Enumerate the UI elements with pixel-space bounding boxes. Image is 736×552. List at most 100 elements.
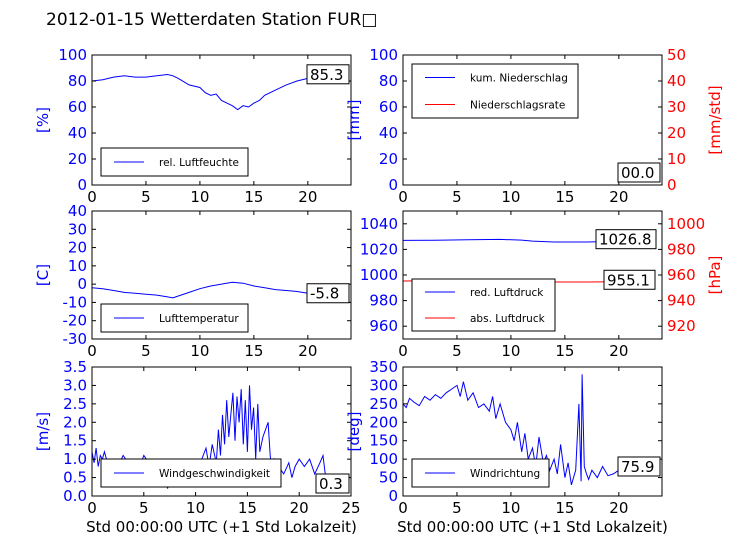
x-tick-label: 20 (609, 188, 628, 206)
x-tick-label: 0 (398, 499, 408, 517)
x-tick-label: 5 (452, 188, 462, 206)
x-tick-label: 15 (555, 188, 574, 206)
y2-tick-label: 1000 (667, 215, 705, 233)
x-tick-label: 10 (190, 342, 209, 360)
y-axis-label: [m/s] (34, 412, 52, 451)
current-value-label: 955.1 (607, 271, 650, 289)
plot-frame-2 (91, 210, 352, 340)
x-tick-label: 5 (452, 342, 462, 360)
x-tick-label: 10 (501, 342, 520, 360)
x-tick-label: 0 (398, 342, 408, 360)
y-tick-label: 1.0 (63, 450, 87, 468)
y-tick-label: 980 (369, 292, 398, 310)
y-tick-label: 60 (68, 98, 87, 116)
plot-frame-5 (402, 366, 663, 497)
x-tick-label: 15 (555, 499, 574, 517)
x-tick-label: 15 (238, 499, 257, 517)
legend-label: Windgeschwindigkeit (159, 468, 270, 480)
y-tick-label: 0 (388, 487, 398, 505)
y2-tick-label: 20 (667, 124, 686, 142)
y2-tick-label: 50 (667, 46, 686, 64)
y-tick-label: 40 (68, 124, 87, 142)
y2-tick-label: 10 (667, 150, 686, 168)
current-value-box (595, 229, 657, 250)
x-tick-label: 20 (609, 342, 628, 360)
current-value-box (306, 64, 350, 85)
y-tick-label: 20 (68, 239, 87, 257)
x-axis-label: Std 00:00:00 UTC (+1 Std Lokalzeit) (397, 518, 668, 536)
legend-label: abs. Luftdruck (470, 313, 546, 325)
current-value-label: 00.0 (621, 164, 654, 182)
x-tick-label: 20 (290, 499, 309, 517)
page-title: 2012-01-15 Wetterdaten Station FUR□ (46, 10, 378, 30)
current-value-label: 0.3 (319, 475, 343, 493)
y-tick-label: 1.5 (63, 432, 87, 450)
y-tick-label: -20 (63, 312, 88, 330)
y-tick-label: -10 (63, 293, 88, 311)
y2-axis-label: [hPa] (706, 256, 724, 295)
y-tick-label: 40 (379, 124, 398, 142)
x-tick-label: 5 (141, 188, 151, 206)
y-tick-label: 10 (68, 257, 87, 275)
legend-label: Lufttemperatur (159, 313, 239, 325)
current-value-label: -5.8 (310, 285, 339, 303)
y-axis-label: [deg] (345, 412, 363, 452)
x-tick-label: 10 (190, 188, 209, 206)
legend-label: Windrichtung (470, 468, 540, 480)
y-tick-label: 1020 (360, 240, 398, 258)
y-tick-label: 1040 (360, 215, 398, 233)
y-tick-label: 100 (369, 450, 398, 468)
y-tick-label: 3.5 (63, 358, 87, 376)
x-tick-label: 25 (341, 499, 360, 517)
y2-tick-label: 980 (667, 240, 696, 258)
legend-box-3 (411, 278, 556, 332)
x-tick-label: 15 (555, 342, 574, 360)
y2-tick-label: 960 (667, 266, 696, 284)
x-tick-label: 5 (452, 499, 462, 517)
y-tick-label: 250 (369, 395, 398, 413)
current-value-label: 1026.8 (599, 231, 652, 249)
y-tick-label: 60 (379, 98, 398, 116)
x-tick-label: 5 (141, 342, 151, 360)
y2-tick-label: 30 (667, 98, 686, 116)
y-tick-label: 0 (388, 176, 398, 194)
x-tick-label: 0 (87, 188, 97, 206)
series-line-2-0 (91, 281, 341, 299)
x-tick-label: 20 (298, 188, 317, 206)
y-tick-label: 200 (369, 413, 398, 431)
current-value-label: 85.3 (310, 66, 343, 84)
y-tick-label: 0.5 (63, 469, 87, 487)
y-axis-label: [%] (34, 107, 52, 133)
y-tick-label: 150 (369, 432, 398, 450)
y-tick-label: 2.0 (63, 413, 87, 431)
y-tick-label: 300 (369, 376, 398, 394)
x-axis-label: Std 00:00:00 UTC (+1 Std Lokalzeit) (86, 518, 357, 536)
x-tick-label: 10 (186, 499, 205, 517)
y-tick-label: 0 (77, 275, 87, 293)
y-tick-label: 350 (369, 358, 398, 376)
x-tick-label: 20 (609, 499, 628, 517)
y-tick-label: 80 (379, 72, 398, 90)
y-tick-label: 2.5 (63, 395, 87, 413)
current-value-box (603, 269, 656, 290)
y2-tick-label: 920 (667, 317, 696, 335)
y-tick-label: 0 (77, 176, 87, 194)
x-tick-label: 0 (87, 342, 97, 360)
current-value-box (617, 162, 661, 183)
x-tick-label: 0 (87, 499, 97, 517)
y-tick-label: 30 (68, 220, 87, 238)
y2-tick-label: 940 (667, 292, 696, 310)
series-line-0-0 (91, 73, 341, 111)
x-tick-label: 5 (139, 499, 149, 517)
current-value-box (315, 473, 350, 494)
y-tick-label: -30 (63, 330, 88, 348)
x-tick-label: 10 (501, 188, 520, 206)
current-value-label: 75.9 (621, 458, 654, 476)
plot-frame-4 (91, 366, 352, 497)
legend-label: red. Luftdruck (470, 287, 544, 299)
y-axis-label: [mm] (345, 100, 363, 141)
y2-tick-label: 0 (667, 176, 677, 194)
y-tick-label: 20 (68, 150, 87, 168)
